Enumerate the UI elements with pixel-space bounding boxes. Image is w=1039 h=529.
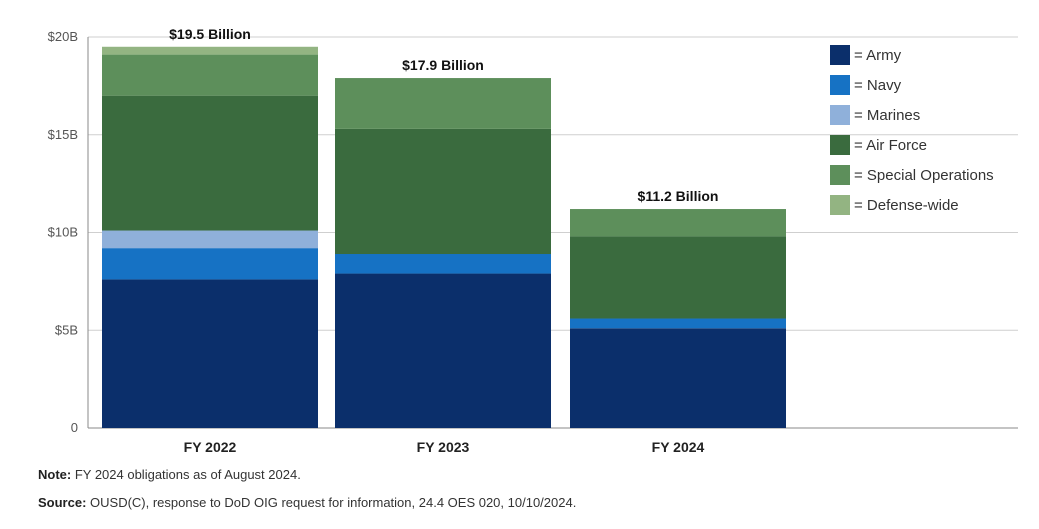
bar-segment bbox=[102, 54, 318, 96]
legend-swatch bbox=[830, 105, 850, 125]
legend-label: = Defense-wide bbox=[854, 197, 959, 214]
bar-total-label: $17.9 Billion bbox=[402, 57, 484, 73]
bar-segment bbox=[102, 230, 318, 249]
bar-segment bbox=[570, 328, 786, 428]
note-text: FY 2024 obligations as of August 2024. bbox=[71, 467, 301, 482]
y-tick-label: 0 bbox=[71, 420, 78, 435]
legend-swatch bbox=[830, 135, 850, 155]
source-line: Source: OUSD(C), response to DoD OIG req… bbox=[38, 495, 576, 510]
source-label: Source: bbox=[38, 495, 87, 510]
bar-segment bbox=[102, 248, 318, 280]
bar-segment bbox=[335, 78, 551, 129]
bar-segment bbox=[570, 209, 786, 237]
y-tick-label: $15B bbox=[48, 127, 78, 142]
legend-swatch bbox=[830, 45, 850, 65]
legend: = Army = Navy = Marines = Air Force = Specia… bbox=[830, 45, 994, 215]
bar-total-label: $11.2 Billion bbox=[638, 188, 719, 204]
legend-swatch bbox=[830, 165, 850, 185]
legend-label: = Navy bbox=[854, 77, 902, 94]
y-tick-label: $5B bbox=[55, 322, 78, 337]
bar-segment bbox=[102, 279, 318, 428]
x-tick-label: FY 2024 bbox=[652, 439, 705, 455]
bar-total-labels: $19.5 Billion $17.9 Billion $11.2 Billion bbox=[169, 26, 718, 204]
note-line: Note: FY 2024 obligations as of August 2… bbox=[38, 467, 301, 482]
legend-label: = Special Operations bbox=[854, 167, 994, 184]
bar-segment bbox=[570, 318, 786, 329]
bars bbox=[102, 46, 786, 428]
legend-label: = Air Force bbox=[854, 137, 927, 154]
legend-label: = Marines bbox=[854, 107, 920, 124]
bar-total-label: $19.5 Billion bbox=[169, 26, 251, 42]
stacked-bar-chart: 0 $5B $10B $15B $20B $19.5 Billion $17.9 Bill… bbox=[47, 25, 1018, 455]
bar-segment bbox=[335, 128, 551, 255]
bar-segment bbox=[570, 236, 786, 319]
source-text: OUSD(C), response to DoD OIG request for… bbox=[86, 495, 577, 510]
x-axis-labels: FY 2022 FY 2023 FY 2024 bbox=[184, 439, 705, 455]
note-label: Note: bbox=[38, 467, 72, 482]
x-tick-label: FY 2023 bbox=[417, 439, 470, 455]
legend-swatch bbox=[830, 75, 850, 95]
x-tick-label: FY 2022 bbox=[184, 439, 237, 455]
y-tick-label: $10B bbox=[48, 225, 78, 240]
bar-segment bbox=[102, 95, 318, 231]
y-tick-label: $20B bbox=[48, 29, 78, 44]
y-axis-ticks: 0 $5B $10B $15B $20B bbox=[48, 29, 78, 435]
bar-segment bbox=[335, 254, 551, 274]
bar-segment bbox=[335, 273, 551, 428]
bar-segment bbox=[102, 46, 318, 55]
legend-swatch bbox=[830, 195, 850, 215]
legend-label: = Army bbox=[854, 47, 902, 64]
